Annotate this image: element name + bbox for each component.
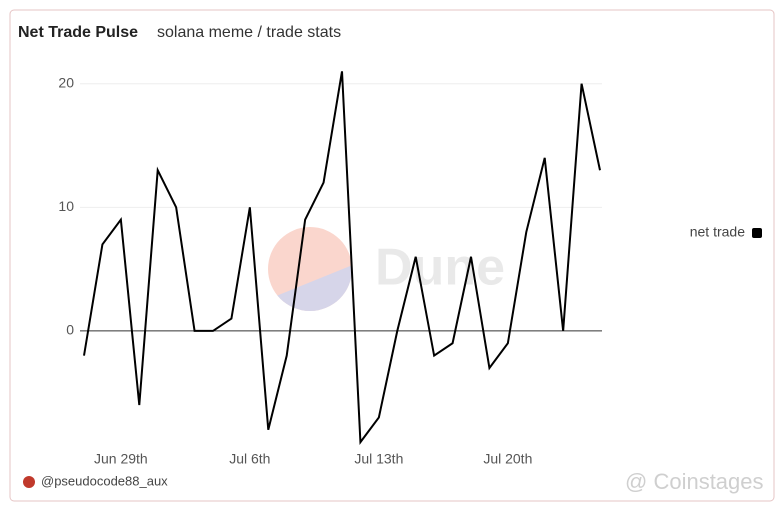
overlay-watermark: @ Coinstages xyxy=(625,469,764,494)
x-tick-label: Jul 6th xyxy=(229,451,270,467)
line xyxy=(83,71,601,445)
x-tick-label: Jul 20th xyxy=(483,451,532,467)
watermark-text: Dune xyxy=(375,239,505,297)
chart-title: Net Trade Pulse xyxy=(18,24,138,41)
author-avatar xyxy=(23,476,35,488)
legend-swatch xyxy=(752,228,762,238)
y-tick-label: 20 xyxy=(58,74,74,90)
x-tick-label: Jun 29th xyxy=(94,451,148,467)
watermark: Dune xyxy=(268,227,505,311)
legend-label: net trade xyxy=(690,224,745,240)
y-tick-label: 10 xyxy=(58,198,74,214)
frame xyxy=(9,9,775,502)
x-tick-label: Jul 13th xyxy=(354,451,403,467)
author: @pseudocode88_aux xyxy=(41,473,168,488)
y-tick-label: 0 xyxy=(66,322,74,338)
chart-subtitle: solana meme / trade stats xyxy=(157,24,341,41)
